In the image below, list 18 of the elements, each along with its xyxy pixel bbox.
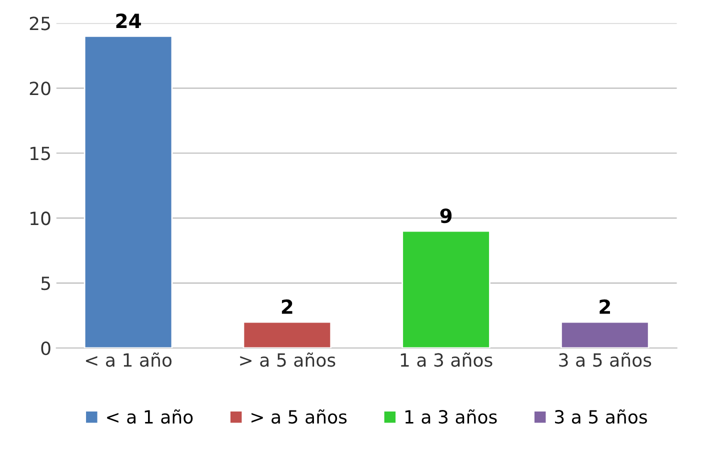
- x-tick-label: < a 1 año: [86, 352, 172, 367]
- data-label: 24: [116, 14, 141, 28]
- legend-label: > a 5 años: [252, 409, 347, 424]
- y-tick-label: 5: [41, 276, 50, 290]
- x-tick-label: 3 a 5 años: [559, 352, 652, 367]
- data-label: 2: [600, 299, 610, 314]
- legend-label: 1 a 3 años: [405, 409, 497, 424]
- legend-label: < a 1 año: [107, 409, 193, 424]
- y-tick-label: 15: [30, 146, 50, 160]
- y-tick-label: 0: [41, 341, 50, 356]
- x-tick-label: 1 a 3 años: [400, 352, 492, 367]
- x-tick-label: > a 5 años: [240, 352, 336, 367]
- legend-label: 3 a 5 años: [555, 409, 647, 424]
- data-label: 9: [440, 208, 452, 224]
- y-tick-label: 20: [30, 82, 50, 96]
- y-tick-label: 10: [30, 212, 50, 226]
- data-label: 2: [282, 299, 292, 314]
- y-tick-label: 25: [30, 16, 50, 30]
